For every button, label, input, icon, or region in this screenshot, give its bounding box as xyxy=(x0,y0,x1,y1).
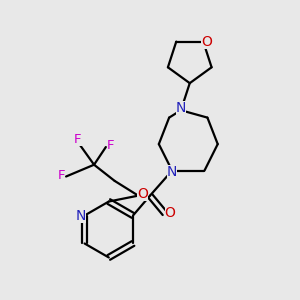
Text: N: N xyxy=(167,165,177,179)
Text: N: N xyxy=(176,101,186,115)
Text: O: O xyxy=(137,187,148,201)
Text: O: O xyxy=(165,206,176,220)
Text: F: F xyxy=(107,139,115,152)
Text: N: N xyxy=(76,208,86,223)
Text: O: O xyxy=(201,34,212,49)
Text: F: F xyxy=(58,169,65,182)
Text: F: F xyxy=(74,133,82,146)
